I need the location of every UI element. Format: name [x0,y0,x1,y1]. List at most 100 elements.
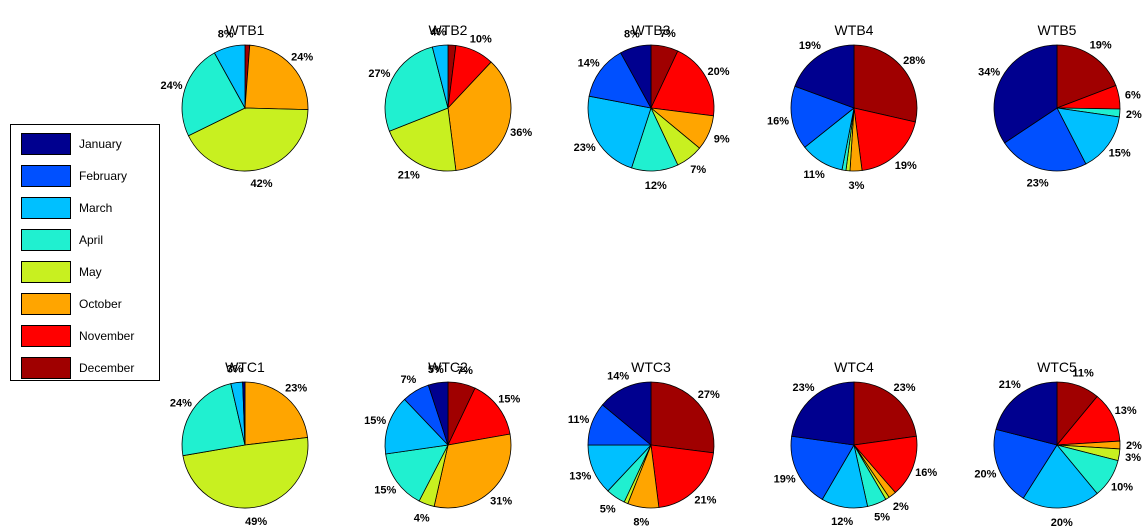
legend-swatch-october [21,293,71,315]
legend-swatch-may [21,261,71,283]
legend-swatch-december [21,357,71,379]
pie-label-april: 2% [1126,109,1142,121]
legend-item-october: October [21,293,151,315]
pie-slice-april [385,444,449,502]
pie-slice-january [427,381,449,446]
pie-label-january: 14% [607,370,629,382]
pie-label-march: 13% [569,471,591,483]
pie-title: WTB5 [1038,22,1077,38]
pie-slice-january [794,44,855,109]
pie-label-february: 19% [774,474,796,486]
pie-slice-march [431,44,449,109]
legend-label-february: February [79,169,128,183]
pie-wtb4: WTB4 28% 19% 3% 11% 16% 19% [767,22,925,192]
pie-slice-december [853,381,917,446]
legend-swatch-march [21,197,71,219]
pie-slice-february [993,428,1058,499]
pie-label-october: 36% [510,127,532,139]
pie-label-november: 10% [470,33,492,45]
pie-label-december: 7% [457,365,473,377]
pie-title: WTB3 [632,22,671,38]
pie-slice-november [650,444,714,508]
pie-slice-may [187,107,309,172]
legend-label-march: March [79,201,113,215]
pie-label-december: 7% [660,28,676,40]
pie-label-february: 20% [974,468,996,480]
legend-swatch-january [21,133,71,155]
pie-slice-april [181,383,246,457]
pie-label-may: 21% [398,169,420,181]
legend-label-december: December [79,361,135,375]
pie-label-may: 42% [250,178,272,190]
pie-slice-october [433,433,512,509]
legend-swatch-february [21,165,71,187]
pie-label-may: 3% [1125,452,1141,464]
pie-label-march: 8% [218,29,234,41]
pie-label-march: 12% [831,516,853,528]
pie-label-february: 14% [578,58,600,70]
pie-label-march: 4% [430,27,446,39]
pie-label-october: 9% [714,134,730,146]
legend-swatch-november [21,325,71,347]
pie-label-december: 23% [893,382,915,394]
pie-wtc3: WTC3 27% 21% 8% 5% 13% 11% 14% [568,359,720,528]
pie-label-december: 28% [903,55,925,67]
pie-slice-october [244,381,308,446]
pie-label-november: 13% [1115,405,1137,417]
pie-slice-january [995,381,1058,446]
legend-item-november: November [21,325,151,347]
pie-slice-may [388,107,457,172]
pie-title: WTB2 [429,22,468,38]
pie-label-february: 16% [767,115,789,127]
pie-label-october: 24% [291,51,313,63]
pie-slice-november [853,107,916,171]
pie-label-november: 15% [498,393,520,405]
pie-title: WTC5 [1037,359,1077,375]
pie-slice-march [213,44,246,110]
pie-slice-january [620,44,652,109]
pie-label-november: 16% [915,467,937,479]
pie-slice-april [181,52,246,137]
legend-item-january: January [21,133,151,155]
pie-title: WTC2 [428,359,468,375]
pie-wtc1: WTC1 23% 49% 24% 3% [170,359,309,528]
pie-slice-january [601,381,652,446]
pie-label-october: 23% [285,382,307,394]
pie-label-october: 31% [490,496,512,508]
legend-label-april: April [79,233,104,247]
pie-label-february: 11% [568,414,590,426]
pie-slice-january [242,381,246,446]
pie-slice-march [1022,444,1098,509]
pie-slice-march [1056,107,1120,165]
pie-label-april: 24% [170,397,192,409]
pie-label-october: 2% [1126,440,1142,452]
pie-slice-march [384,398,449,455]
pie-slice-february [588,52,652,109]
pie-title: WTC3 [631,359,671,375]
pie-label-november: 19% [895,160,917,172]
legend: January February March April May October… [10,124,160,381]
pie-title: WTC1 [225,359,265,375]
pie-label-january: 34% [978,67,1000,79]
pie-label-october: 8% [633,516,649,528]
pie-slice-november [853,435,918,494]
pie-slice-december [1056,44,1117,109]
pie-label-october: 2% [893,501,909,513]
pie-label-january: 21% [999,379,1021,391]
pie-slice-february [790,85,855,148]
legend-item-march: March [21,197,151,219]
pie-label-march: 20% [1051,517,1073,529]
pie-label-april: 24% [160,80,182,92]
pie-label-march: 3% [227,364,243,376]
pie-label-april: 15% [374,485,396,497]
legend-item-april: April [21,229,151,251]
pie-slice-november [650,50,715,117]
pie-slice-october [244,44,309,111]
pie-label-november: 21% [694,494,716,506]
pie-wtb1: WTB1 24% 42% 24% 8% [160,22,313,190]
pie-wtb5: WTB5 19% 6% 2% 15% 23% 34% [978,22,1142,190]
